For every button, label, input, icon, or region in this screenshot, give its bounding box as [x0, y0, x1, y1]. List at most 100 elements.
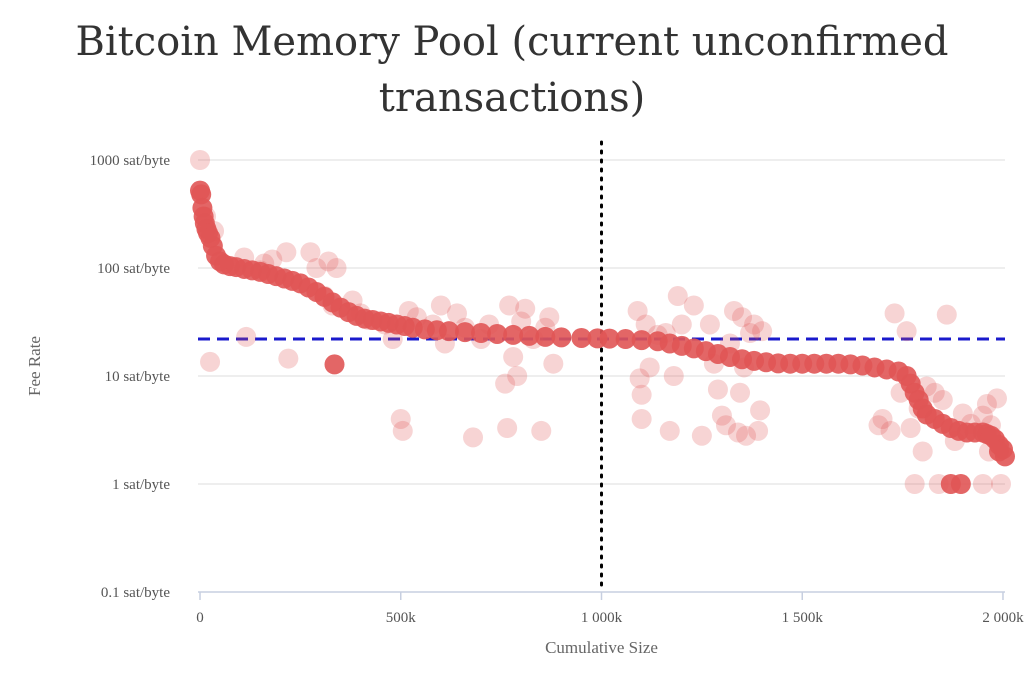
- x-tick-label: 2 000k: [982, 610, 1024, 626]
- data-point: [629, 368, 650, 389]
- data-point: [571, 327, 592, 348]
- data-point: [912, 441, 933, 462]
- data-point: [318, 251, 339, 272]
- data-point: [551, 327, 572, 348]
- y-axis-title: Fee Rate: [25, 336, 44, 396]
- data-point: [972, 474, 993, 494]
- x-tick-label: 1 000k: [581, 610, 623, 626]
- tick-labels: 1000 sat/byte 100 sat/byte 10 sat/byte 1 sa…: [90, 153, 1024, 626]
- data-point: [398, 300, 419, 321]
- chart-title-line-1: Bitcoin Memory Pool (current unconfirmed: [75, 19, 949, 65]
- data-point: [896, 321, 917, 342]
- data-point: [732, 307, 753, 328]
- data-point: [627, 300, 648, 321]
- data-point: [659, 420, 680, 441]
- data-point: [740, 323, 761, 344]
- x-tick-label: 500k: [386, 610, 417, 626]
- data-point: [936, 304, 957, 325]
- chart-title: Bitcoin Memory Pool (current unconfirmed…: [0, 14, 1024, 126]
- data-point: [748, 420, 769, 441]
- data-point: [932, 389, 953, 410]
- data-point: [736, 425, 757, 446]
- data-point: [667, 286, 688, 307]
- data-point: [278, 348, 299, 369]
- data-point: [730, 382, 751, 403]
- data-point: [326, 258, 347, 278]
- data-point: [711, 405, 732, 426]
- data-point: [900, 418, 921, 439]
- data-point: [988, 441, 1009, 462]
- data-point: [631, 330, 652, 351]
- data-point: [635, 314, 656, 335]
- data-point: [539, 307, 560, 328]
- y-tick-label: 1 sat/byte: [112, 477, 170, 493]
- data-point: [392, 420, 413, 441]
- data-point: [503, 346, 524, 367]
- data-point: [499, 295, 520, 316]
- data-point: [671, 314, 692, 335]
- data-point: [663, 366, 684, 386]
- data-point: [884, 303, 905, 324]
- data-point: [276, 242, 297, 263]
- data-point: [300, 242, 321, 263]
- data-point: [976, 394, 997, 415]
- data-point: [454, 322, 475, 343]
- data-point: [723, 300, 744, 321]
- data-point: [683, 295, 704, 316]
- data-point: [599, 328, 620, 349]
- data-point: [487, 323, 508, 344]
- data-point: [868, 415, 889, 436]
- data-point: [744, 314, 765, 335]
- data-point: [972, 405, 993, 426]
- data-point: [940, 474, 961, 494]
- data-point: [952, 403, 973, 424]
- data-point: [471, 323, 492, 344]
- y-tick-label: 0.1 sat/byte: [101, 585, 170, 601]
- data-point: [691, 425, 712, 446]
- data-point: [535, 326, 556, 347]
- y-tick-label: 1000 sat/byte: [90, 153, 171, 169]
- data-point: [446, 303, 467, 324]
- data-point: [324, 354, 345, 375]
- data-point: [390, 408, 411, 429]
- y-tick-label: 100 sat/byte: [97, 261, 170, 277]
- data-point: [430, 295, 451, 316]
- y-tick-label: 10 sat/byte: [105, 369, 171, 385]
- data-point: [904, 474, 925, 494]
- data-point: [631, 408, 652, 429]
- data-point: [531, 420, 552, 441]
- chart-title-line-2: transactions): [378, 75, 646, 121]
- data-point: [306, 258, 327, 278]
- data-points: [190, 150, 1015, 494]
- data-point: [728, 422, 749, 443]
- data-point: [880, 420, 901, 441]
- data-point: [200, 351, 221, 372]
- data-point: [990, 474, 1011, 494]
- data-point: [236, 326, 257, 347]
- data-point: [463, 427, 484, 448]
- data-point: [438, 321, 459, 342]
- data-point: [699, 314, 720, 335]
- data-point: [503, 324, 524, 345]
- data-point: [615, 329, 636, 350]
- x-axis: [198, 591, 1005, 600]
- data-point: [507, 366, 528, 386]
- data-point: [631, 384, 652, 405]
- data-point: [495, 373, 516, 394]
- data-point: [986, 388, 1007, 409]
- data-point: [750, 400, 771, 421]
- data-point: [639, 357, 660, 378]
- data-point: [190, 150, 211, 170]
- data-point: [924, 382, 945, 403]
- x-tick-label: 0: [196, 610, 204, 626]
- data-point: [515, 298, 536, 319]
- data-point: [497, 418, 518, 439]
- data-point: [715, 415, 736, 436]
- data-point: [872, 408, 893, 429]
- data-point: [519, 325, 540, 346]
- x-axis-title: Cumulative Size: [545, 638, 658, 657]
- data-point: [707, 379, 728, 400]
- data-point: [752, 321, 773, 342]
